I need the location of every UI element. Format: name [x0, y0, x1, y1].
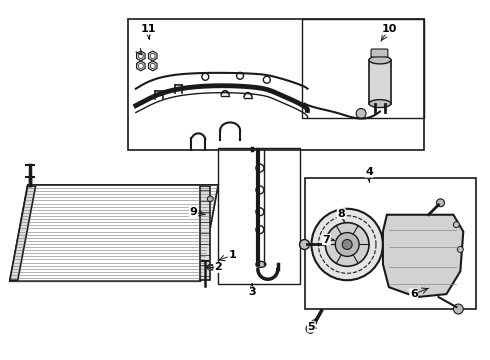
Circle shape: [207, 264, 213, 270]
Circle shape: [335, 233, 359, 256]
Circle shape: [342, 239, 352, 249]
Text: 7: 7: [322, 234, 330, 244]
FancyBboxPatch shape: [371, 49, 388, 57]
Circle shape: [150, 54, 155, 58]
Circle shape: [457, 247, 464, 252]
Text: 8: 8: [338, 209, 345, 219]
Circle shape: [138, 54, 143, 58]
Polygon shape: [369, 60, 391, 104]
Text: 1: 1: [228, 251, 236, 260]
Polygon shape: [383, 215, 464, 297]
Circle shape: [207, 196, 213, 202]
Polygon shape: [200, 186, 210, 280]
Polygon shape: [10, 186, 36, 280]
Text: 11: 11: [141, 24, 156, 34]
Circle shape: [150, 63, 155, 68]
Text: 2: 2: [214, 262, 222, 272]
Text: 6: 6: [410, 289, 417, 299]
Text: 10: 10: [381, 24, 396, 34]
Text: 4: 4: [365, 167, 373, 177]
Polygon shape: [10, 185, 218, 281]
Circle shape: [325, 223, 369, 266]
Circle shape: [453, 222, 459, 228]
Text: 9: 9: [190, 207, 197, 217]
Circle shape: [437, 199, 444, 207]
Circle shape: [453, 304, 464, 314]
Circle shape: [356, 109, 366, 118]
Ellipse shape: [256, 261, 266, 267]
Ellipse shape: [369, 100, 391, 108]
Text: 5: 5: [308, 322, 315, 332]
Circle shape: [138, 63, 143, 68]
Circle shape: [312, 209, 383, 280]
Ellipse shape: [369, 56, 391, 64]
Circle shape: [299, 239, 310, 249]
Circle shape: [306, 324, 315, 333]
Text: 3: 3: [248, 287, 256, 297]
